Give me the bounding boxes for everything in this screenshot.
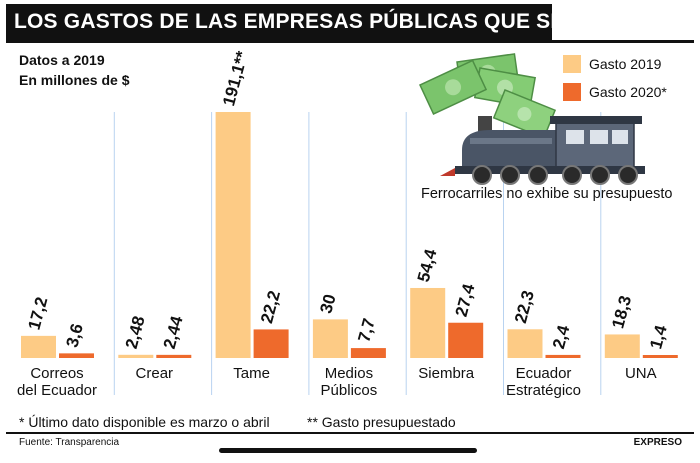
- bar-gasto-2019: [410, 287, 446, 358]
- legend-item-2020: Gasto 2020*: [563, 80, 667, 104]
- footnote-2: ** Gasto presupuestado: [307, 414, 456, 430]
- train-with-money-icon: [419, 53, 645, 185]
- bar-gasto-2019: [507, 329, 543, 358]
- data-label-2019: 22,3: [511, 288, 538, 325]
- bar-gasto-2020: [448, 322, 484, 358]
- category-label: Siembra: [418, 365, 475, 382]
- bar-gasto-2020: [545, 354, 581, 358]
- data-label-2020: 22,2: [257, 289, 284, 326]
- legend-label-2020: Gasto 2020*: [589, 84, 667, 100]
- legend-swatch-2020: [563, 83, 581, 101]
- data-label-2019: 30: [316, 292, 339, 315]
- data-label-2020: 7,7: [354, 316, 378, 344]
- subtitle-line-2: En millones de $: [19, 72, 130, 88]
- category-label: Ecuador: [516, 365, 572, 382]
- legend: Gasto 2019 Gasto 2020*: [563, 52, 667, 108]
- data-label-2019: 2,48: [122, 314, 149, 351]
- data-label-2019: 54,4: [414, 247, 441, 284]
- source-label: Fuente: Transparencia: [19, 437, 120, 448]
- data-label-2020: 1,4: [646, 323, 671, 351]
- ferrocarriles-note: Ferrocarriles no exhibe su presupuesto: [421, 186, 673, 202]
- bar-gasto-2020: [59, 353, 94, 358]
- category-label: Correos: [30, 365, 83, 382]
- category-label: Públicos: [321, 382, 378, 399]
- category-label: UNA: [625, 365, 657, 382]
- legend-label-2019: Gasto 2019: [589, 56, 662, 72]
- data-label-2020: 27,4: [452, 281, 479, 318]
- home-indicator[interactable]: [219, 448, 477, 453]
- bar-gasto-2020: [350, 348, 386, 358]
- bar-gasto-2019: [118, 354, 154, 358]
- bar-gasto-2019: [604, 334, 640, 358]
- bar-gasto-2020: [156, 354, 192, 358]
- data-label-2020: 3,6: [63, 322, 87, 350]
- category-label: Crear: [136, 365, 174, 382]
- bar-gasto-2020: [642, 355, 678, 358]
- bar-gasto-2019: [21, 335, 56, 358]
- data-label-2019: 191,1**: [219, 49, 252, 108]
- bar-gasto-2019: [215, 112, 251, 358]
- data-label-2019: 18,3: [608, 294, 635, 331]
- data-label-2020: 2,4: [549, 323, 574, 351]
- subtitle-line-1: Datos a 2019: [19, 52, 105, 68]
- legend-swatch-2019: [563, 55, 581, 73]
- title-divider: [6, 40, 694, 43]
- chart-title: LOS GASTOS DE LAS EMPRESAS PÚBLICAS QUE …: [6, 4, 552, 40]
- footer-divider: [6, 432, 694, 434]
- bar-gasto-2020: [253, 329, 289, 358]
- data-labels: 17,2 3,6 2,48 2,44 191,1** 22,2 30 7,7 54,4 27,4 2…: [25, 49, 671, 351]
- brand-label: EXPRESO: [633, 437, 682, 448]
- chart-subtitle: Datos a 2019 En millones de $: [19, 50, 129, 90]
- category-label: Estratégico: [506, 382, 581, 399]
- legend-item-2019: Gasto 2019: [563, 52, 667, 76]
- category-label: Medios: [325, 365, 373, 382]
- footnote-1: * Último dato disponible es marzo o abri…: [19, 414, 270, 430]
- bar-gasto-2019: [312, 319, 348, 358]
- category-label: Tame: [233, 365, 270, 382]
- bars: [21, 112, 678, 358]
- data-label-2020: 2,44: [160, 313, 187, 350]
- data-label-2019: 17,2: [25, 295, 52, 332]
- category-label: del Ecuador: [17, 382, 97, 399]
